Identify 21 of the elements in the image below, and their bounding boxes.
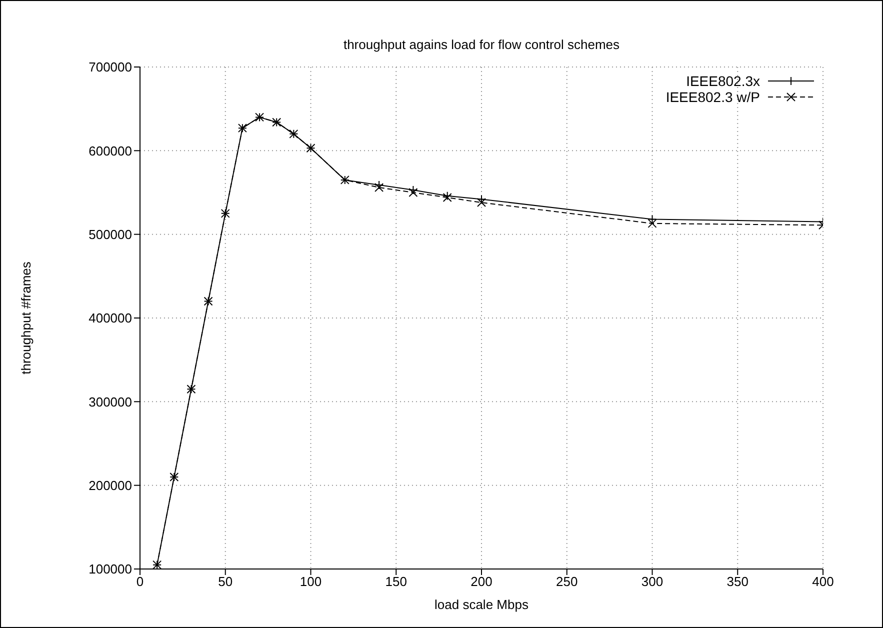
x-tick-label: 250 [556, 574, 578, 590]
x-tick-label: 50 [218, 574, 233, 590]
y-tick-label: 700000 [88, 60, 132, 75]
x-axis-title: load scale Mbps [434, 597, 529, 612]
y-tick-label: 600000 [88, 143, 132, 158]
y-axis-title: throughput #frames [18, 261, 34, 374]
legend-label: IEEE802.3x [686, 73, 760, 89]
x-tick-label: 400 [812, 574, 834, 590]
y-tick-label: 200000 [88, 478, 132, 493]
x-tick-label: 300 [641, 574, 664, 590]
x-tick-label: 200 [470, 574, 492, 590]
y-tick-label: 300000 [88, 394, 132, 410]
legend-label: IEEE802.3 w/P [666, 89, 760, 105]
chart-title: throughput agains load for flow control schemes [342, 37, 621, 52]
x-tick-label: 0 [136, 574, 144, 590]
y-tick-label: 500000 [88, 226, 132, 242]
y-tick-label: 400000 [88, 310, 132, 326]
x-tick-label: 350 [726, 574, 748, 590]
x-tick-label: 100 [300, 574, 322, 590]
x-tick-label: 150 [385, 574, 407, 590]
y-tick-label: 100000 [88, 562, 132, 577]
